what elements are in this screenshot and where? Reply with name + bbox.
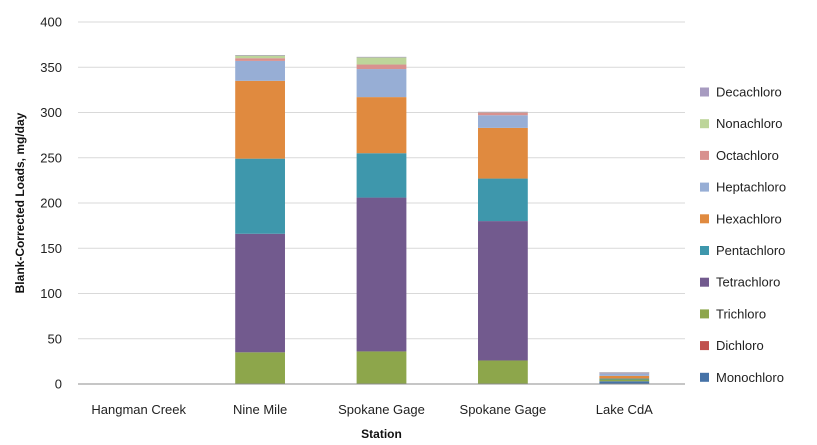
legend-label: Octachloro (716, 148, 779, 163)
bar-segment (478, 178, 528, 222)
bar-segment (356, 97, 407, 154)
legend-label: Decachloro (716, 85, 782, 100)
y-tick-label: 50 (48, 331, 62, 346)
legend-swatch (700, 277, 709, 287)
bar-segment (356, 351, 407, 384)
x-axis-title: Station (361, 427, 402, 441)
bar-segment (478, 115, 528, 128)
bar-segment (356, 197, 407, 352)
y-axis-title: Blank-Corrected Loads, mg/day (13, 112, 27, 293)
y-axis-ticks: 0 50 100 150 200 250 300 350 400 (40, 15, 62, 392)
bar-segment (356, 153, 407, 198)
bar-segment (235, 352, 285, 384)
legend-label: Heptachloro (716, 180, 786, 195)
legend-swatch (700, 372, 709, 382)
legend-swatch (700, 119, 709, 129)
legend-label: Trichloro (716, 306, 766, 321)
x-tick-label: Lake CdA (596, 402, 653, 417)
y-tick-label: 0 (55, 377, 62, 392)
y-tick-label: 100 (40, 286, 62, 301)
x-tick-label: Spokane Gage (338, 402, 425, 417)
bars (113, 55, 650, 385)
bar-segment (235, 60, 285, 81)
legend-swatch (700, 150, 709, 160)
y-tick-label: 250 (40, 150, 62, 165)
bar-segment (356, 57, 407, 65)
legend-swatch (700, 87, 709, 97)
bar-segment (599, 381, 650, 384)
bar-segment (235, 158, 285, 234)
bar-segment (478, 111, 528, 113)
legend-label: Tetrachloro (716, 275, 780, 290)
bar-segment (478, 112, 528, 116)
bar-segment (478, 360, 528, 384)
legend-swatch (700, 182, 709, 192)
bar-segment (235, 55, 285, 56)
y-tick-label: 350 (40, 60, 62, 75)
y-tick-label: 300 (40, 105, 62, 120)
bar-segment (356, 56, 407, 58)
bar-segment (235, 58, 285, 61)
bar-segment (478, 127, 528, 179)
bar-segment (356, 69, 407, 98)
bar-segment (235, 80, 285, 159)
bar-segment (599, 372, 650, 373)
x-axis-ticks: Hangman Creek Nine Mile Spokane Gage Spokan… (91, 402, 653, 417)
bar-segment (599, 373, 650, 376)
legend-swatch (700, 214, 709, 224)
legend-label: Hexachloro (716, 211, 782, 226)
y-tick-label: 200 (40, 196, 62, 211)
legend: Decachloro Nonachloro Octachloro Heptachlor… (700, 85, 786, 385)
bar-segment (599, 379, 650, 382)
y-tick-label: 400 (40, 15, 62, 30)
x-tick-label: Nine Mile (233, 402, 287, 417)
bar-segment (356, 64, 407, 70)
legend-swatch (700, 309, 709, 319)
x-tick-label: Hangman Creek (91, 402, 186, 417)
bar-segment (235, 55, 285, 59)
bar-segment (478, 221, 528, 361)
x-tick-label: Spokane Gage (460, 402, 547, 417)
legend-label: Monochloro (716, 370, 784, 385)
bar-segment (599, 378, 650, 380)
bar-segment (599, 375, 650, 379)
legend-label: Pentachloro (716, 243, 785, 258)
legend-label: Dichloro (716, 338, 764, 353)
y-tick-label: 150 (40, 241, 62, 256)
legend-swatch (700, 246, 709, 255)
legend-label: Nonachloro (716, 116, 783, 131)
bar-segment (235, 233, 285, 353)
legend-swatch (700, 341, 709, 351)
